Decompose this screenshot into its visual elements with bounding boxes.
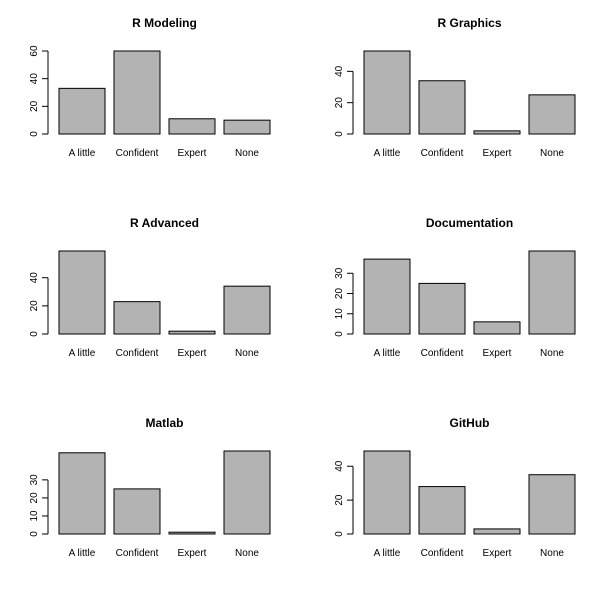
category-label: Confident: [421, 148, 464, 159]
bar-confident: [113, 488, 161, 535]
category-label: Expert: [178, 548, 207, 559]
bar-expert: [473, 528, 521, 535]
panel-title: R Advanced: [130, 216, 199, 230]
category-label: Expert: [178, 148, 207, 159]
y-tick-label: 20: [334, 288, 345, 300]
bar-confident: [113, 50, 161, 135]
category-label: None: [540, 148, 564, 159]
bar-expert: [473, 130, 521, 135]
category-label: Confident: [116, 548, 159, 559]
bar-expert: [168, 330, 216, 335]
bar-none: [223, 119, 271, 135]
y-tick-label: 30: [29, 474, 40, 486]
y-tick-label: 40: [334, 65, 345, 77]
category-label: Expert: [483, 348, 512, 359]
y-tick-label: 0: [29, 131, 40, 137]
category-label: Expert: [483, 148, 512, 159]
y-tick-label: 0: [334, 331, 345, 337]
y-tick-label: 40: [29, 272, 40, 284]
y-tick-label: 30: [334, 267, 345, 279]
y-tick-label: 20: [29, 100, 40, 112]
category-label: None: [540, 348, 564, 359]
bar-none: [528, 250, 576, 335]
bar-expert: [473, 321, 521, 335]
bar-confident: [113, 301, 161, 335]
bar-confident: [418, 282, 466, 335]
panel-github: GitHub 0 20 40 A little Confident Expert None: [334, 416, 576, 559]
bar-none: [528, 474, 576, 535]
category-label: Expert: [178, 348, 207, 359]
y-tick-label: 20: [29, 300, 40, 312]
category-label: Expert: [483, 548, 512, 559]
panel-r-advanced: R Advanced 0 20 40 A little Confident Expert No…: [29, 216, 271, 359]
y-tick-label: 0: [29, 331, 40, 337]
category-label: A little: [69, 548, 96, 559]
bar-confident: [418, 486, 466, 535]
y-tick-label: 10: [334, 308, 345, 320]
category-label: A little: [374, 348, 401, 359]
category-label: Confident: [116, 148, 159, 159]
category-label: Confident: [116, 348, 159, 359]
bar-a-little: [58, 87, 106, 135]
panel-title: R Modeling: [132, 16, 197, 30]
bar-a-little: [363, 50, 411, 135]
bar-confident: [418, 80, 466, 135]
bar-none: [528, 94, 576, 135]
category-label: A little: [69, 148, 96, 159]
category-label: None: [235, 348, 259, 359]
bar-none: [223, 450, 271, 535]
y-tick-label: 20: [334, 494, 345, 506]
bar-none: [223, 285, 271, 335]
panel-title: GitHub: [450, 416, 490, 430]
category-label: Confident: [421, 548, 464, 559]
panel-title: Documentation: [426, 216, 513, 230]
category-label: None: [235, 148, 259, 159]
panel-r-graphics: R Graphics 0 20 40 A little Confident Expert No…: [334, 16, 576, 159]
bar-a-little: [58, 250, 106, 335]
y-tick-label: 10: [29, 510, 40, 522]
bar-a-little: [363, 450, 411, 535]
y-tick-label: 20: [29, 492, 40, 504]
y-tick-label: 20: [334, 97, 345, 109]
y-tick-label: 40: [29, 73, 40, 85]
bar-expert: [168, 531, 216, 535]
bar-a-little: [363, 258, 411, 335]
category-label: A little: [374, 548, 401, 559]
category-label: None: [540, 548, 564, 559]
y-tick-label: 40: [334, 460, 345, 472]
panel-documentation: Documentation 0 10 20 30 A little Confident Exp…: [334, 216, 576, 359]
category-label: None: [235, 548, 259, 559]
panel-title: Matlab: [145, 416, 183, 430]
bar-a-little: [58, 452, 106, 535]
y-tick-label: 0: [29, 531, 40, 537]
panel-matlab: Matlab 0 10 20 30 A little Confident Expert None: [29, 416, 271, 559]
panel-title: R Graphics: [437, 16, 501, 30]
category-label: Confident: [421, 348, 464, 359]
bar-expert: [168, 118, 216, 135]
y-tick-label: 0: [334, 531, 345, 537]
category-label: A little: [374, 148, 401, 159]
panel-r-modeling: R Modeling 0 20 40 60 A little Confident Expert…: [29, 16, 271, 159]
y-tick-label: 60: [29, 45, 40, 57]
y-tick-label: 0: [334, 131, 345, 137]
category-label: A little: [69, 348, 96, 359]
